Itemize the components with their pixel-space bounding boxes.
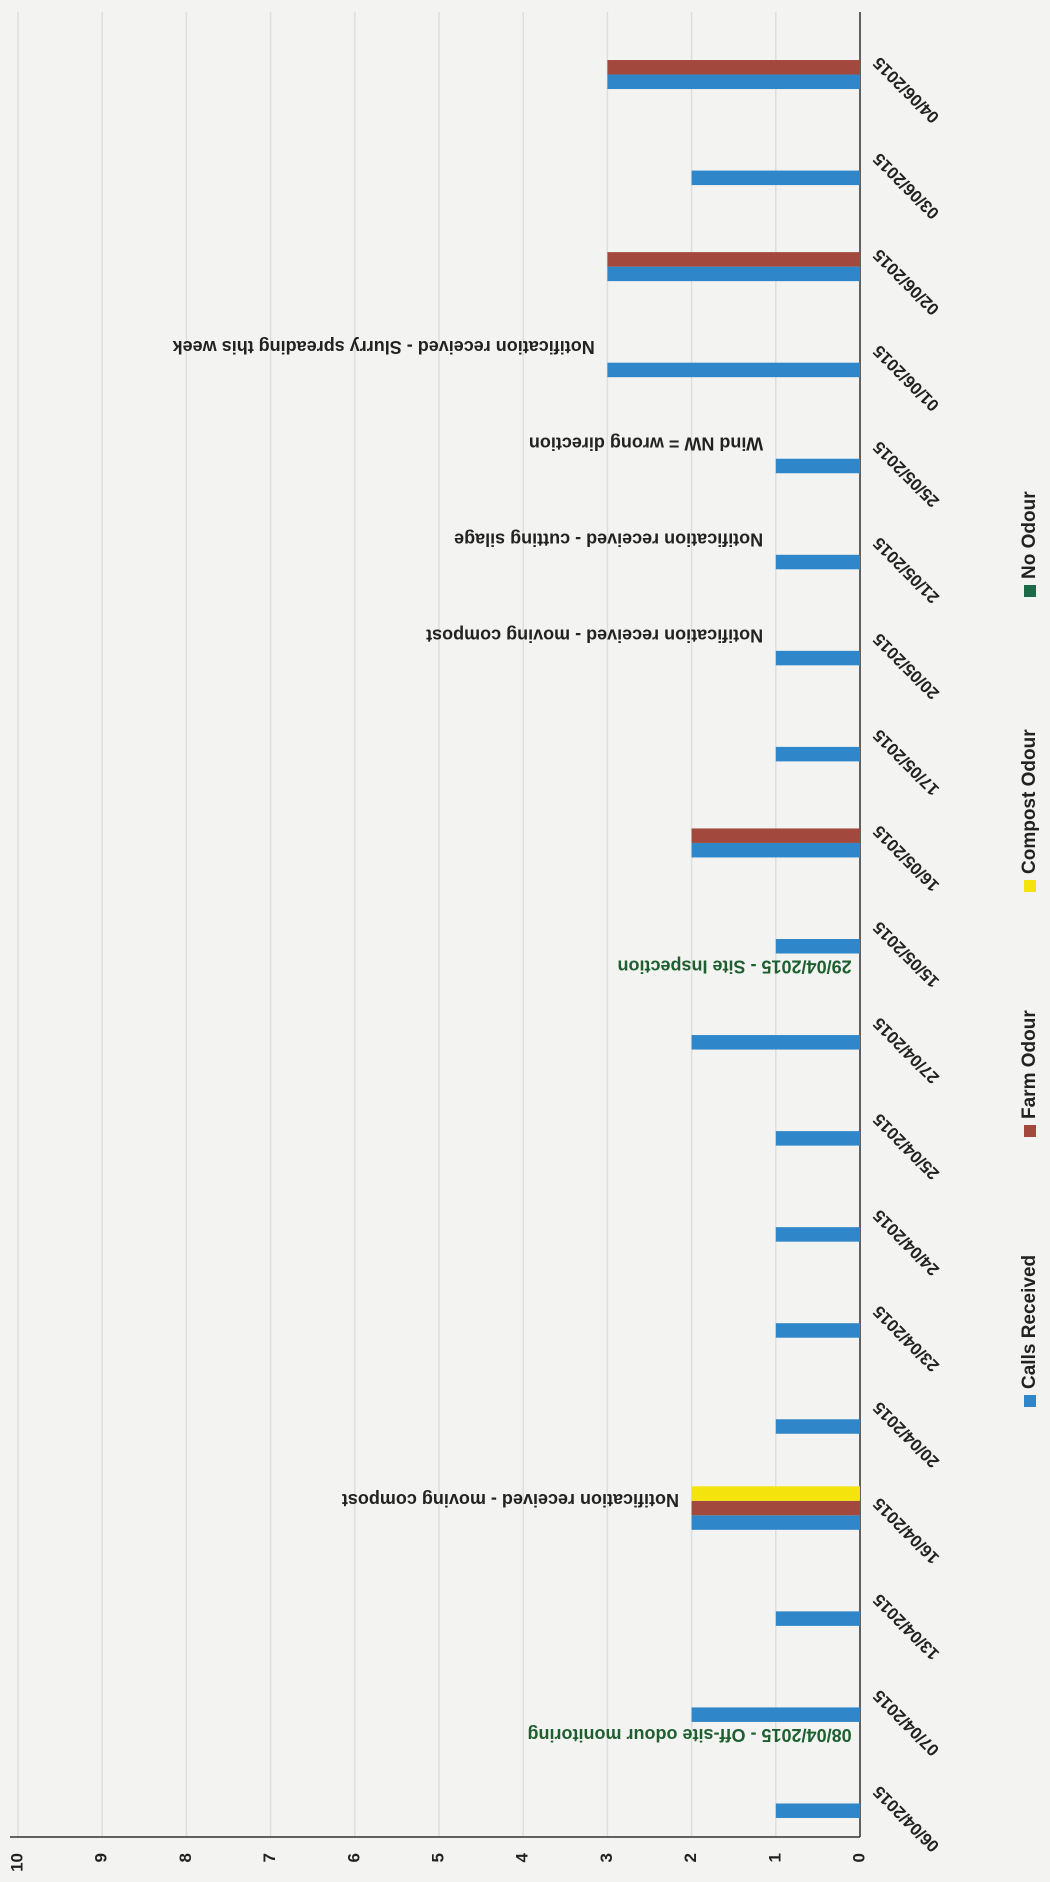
legend-swatch — [1024, 1395, 1036, 1407]
x-tick-label: 25/05/2015 — [869, 437, 943, 511]
y-tick-label: 0 — [849, 1853, 868, 1862]
x-tick-label: 13/04/2015 — [869, 1590, 943, 1664]
y-tick-label: 9 — [92, 1853, 111, 1862]
x-tick-label: 02/06/2015 — [869, 245, 943, 319]
y-tick-label: 5 — [428, 1853, 447, 1862]
annotation: 29/04/2015 - Site Inspection — [617, 957, 851, 977]
x-tick-label: 20/05/2015 — [869, 630, 943, 704]
y-tick-label: 6 — [344, 1853, 363, 1862]
annotation: Wind NW = wrong direction — [529, 433, 763, 453]
bar — [691, 1486, 860, 1501]
x-tick-label: 16/05/2015 — [869, 822, 943, 896]
x-tick-label: 24/04/2015 — [869, 1206, 943, 1280]
bar — [691, 842, 860, 858]
annotation: Notification received - cutting silage — [454, 529, 763, 549]
bar — [607, 362, 861, 378]
bar — [607, 252, 861, 267]
x-tick-label: 27/04/2015 — [869, 1014, 943, 1088]
bar — [691, 1515, 860, 1530]
bar — [691, 828, 860, 843]
bar — [775, 1323, 860, 1338]
x-tick-label: 01/06/2015 — [869, 341, 943, 415]
annotation: Notification received - Slurry spreading… — [172, 337, 595, 357]
legend-swatch — [1024, 585, 1036, 597]
bar — [607, 74, 861, 90]
bar — [775, 458, 860, 474]
bar — [775, 650, 860, 666]
x-tick-label: 15/05/2015 — [869, 918, 943, 992]
y-tick-label: 1 — [765, 1853, 784, 1862]
bar — [607, 266, 861, 282]
y-tick-label: 3 — [597, 1853, 616, 1862]
legend-swatch — [1024, 880, 1036, 892]
bar — [775, 1611, 860, 1626]
bar — [691, 170, 860, 186]
x-tick-label: 17/05/2015 — [869, 726, 943, 800]
bar — [607, 60, 861, 75]
x-tick-label: 03/06/2015 — [869, 149, 943, 223]
bar — [775, 1803, 860, 1818]
legend-label: Farm Odour — [1019, 1010, 1040, 1119]
x-tick-label: 20/04/2015 — [869, 1398, 943, 1472]
annotation: Notification received - moving compost — [426, 625, 763, 645]
legend-label: No Odour — [1019, 491, 1040, 579]
bar — [691, 1035, 860, 1050]
bar — [775, 1131, 860, 1146]
bar — [775, 554, 860, 570]
legend-label: Compost Odour — [1019, 729, 1040, 874]
x-tick-label: 06/04/2015 — [869, 1782, 943, 1856]
y-tick-label: 7 — [260, 1853, 279, 1862]
x-tick-label: 23/04/2015 — [869, 1302, 943, 1376]
x-tick-label: 04/06/2015 — [869, 53, 943, 127]
bar — [775, 746, 860, 762]
legend-label: Calls Received — [1019, 1255, 1040, 1389]
legend-swatch — [1024, 1125, 1036, 1137]
x-tick-label: 25/04/2015 — [869, 1110, 943, 1184]
x-tick-label: 21/05/2015 — [869, 533, 943, 607]
annotation: Notification received - moving compost — [342, 1490, 679, 1510]
bar — [691, 1500, 860, 1516]
bar — [691, 1707, 860, 1722]
y-tick-label: 10 — [7, 1853, 26, 1872]
y-tick-label: 8 — [176, 1853, 195, 1862]
bar — [775, 939, 860, 954]
y-tick-label: 4 — [513, 1852, 532, 1862]
y-tick-label: 2 — [681, 1853, 700, 1862]
x-tick-label: 07/04/2015 — [869, 1686, 943, 1760]
bar — [775, 1419, 860, 1434]
bar — [775, 1227, 860, 1242]
rotated-chart: 0 1 2 3 4 5 6 7 8 9 10 06/04/2015 07/04/2015 13/04/20… — [7, 12, 1040, 1872]
annotation: 08/04/2015 - Off-site odour monitoring — [528, 1725, 852, 1745]
x-tick-label: 16/04/2015 — [869, 1494, 943, 1568]
